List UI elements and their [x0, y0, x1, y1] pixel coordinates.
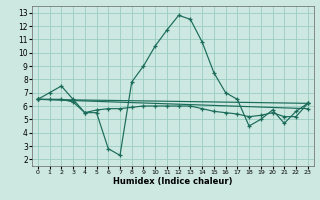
- X-axis label: Humidex (Indice chaleur): Humidex (Indice chaleur): [113, 177, 233, 186]
